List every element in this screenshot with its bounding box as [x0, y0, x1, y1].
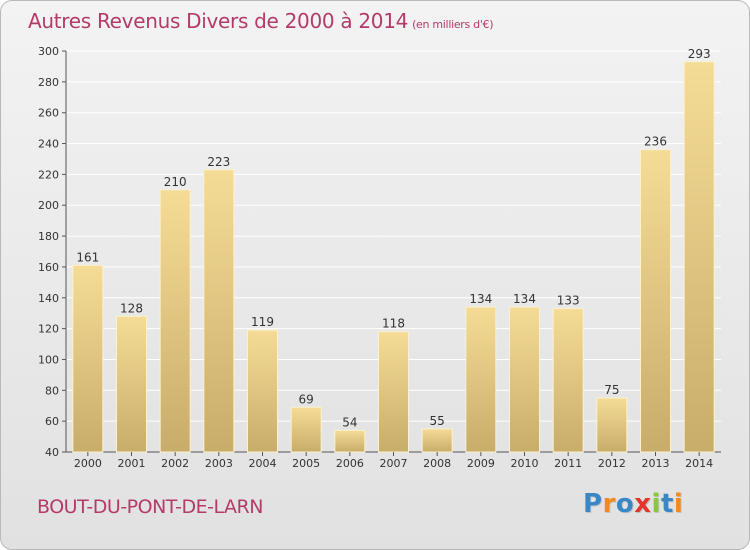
y-tick-label: 100 — [38, 353, 59, 366]
x-tick-label: 2006 — [336, 457, 364, 470]
y-tick-label: 120 — [38, 323, 59, 336]
bar-value-label: 128 — [120, 301, 143, 315]
bar — [116, 315, 147, 453]
x-tick-label: 2001 — [118, 457, 146, 470]
x-tick-label: 2014 — [685, 457, 713, 470]
y-tick-label: 280 — [38, 76, 59, 89]
bar — [334, 429, 366, 453]
logo-letter: P — [583, 489, 603, 519]
bar-value-label: 210 — [164, 175, 187, 189]
y-tick-label: 300 — [38, 45, 59, 58]
bar-value-label: 236 — [644, 135, 667, 149]
chart-title: Autres Revenus Divers de 2000 à 2014 (en … — [28, 9, 494, 33]
y-tick-label: 180 — [38, 230, 59, 243]
y-tick-label: 40 — [45, 446, 59, 459]
chart-unit: (en milliers d'€) — [412, 18, 494, 31]
x-tick-label: 2007 — [380, 457, 408, 470]
bar — [465, 306, 497, 453]
y-tick-label: 140 — [38, 292, 59, 305]
proxiti-logo: Proxiti — [583, 489, 683, 519]
y-tick-label: 260 — [38, 107, 59, 120]
bar-value-label: 119 — [251, 315, 274, 329]
bar — [247, 329, 278, 453]
bar-value-label: 134 — [513, 292, 536, 306]
bar-value-label: 54 — [342, 415, 357, 429]
logo-letter: r — [602, 489, 616, 519]
logo-letter: i — [673, 489, 684, 519]
bar-value-label: 75 — [604, 383, 619, 397]
x-tick-label: 2004 — [249, 457, 277, 470]
x-tick-label: 2000 — [74, 457, 102, 470]
bar — [203, 169, 235, 453]
bar — [683, 61, 715, 453]
y-tick-label: 160 — [38, 261, 59, 274]
bar — [72, 264, 104, 453]
logo-letter: x — [634, 489, 652, 519]
logo-letter: i — [651, 489, 661, 519]
bar-value-label: 118 — [382, 317, 405, 331]
bar — [378, 331, 409, 453]
bar-value-label: 133 — [557, 294, 580, 308]
x-tick-label: 2009 — [467, 457, 495, 470]
y-tick-label: 240 — [38, 138, 59, 151]
bar — [552, 308, 584, 453]
y-tick-label: 60 — [45, 415, 59, 428]
y-tick-label: 200 — [38, 199, 59, 212]
bar-value-label: 293 — [688, 47, 711, 61]
commune-name: BOUT-DU-PONT-DE-LARN — [37, 496, 263, 518]
bar-value-label: 134 — [469, 292, 492, 306]
y-tick-label: 80 — [45, 384, 59, 397]
chart-title-text: Autres Revenus Divers de 2000 à 2014 — [28, 9, 409, 33]
x-tick-label: 2005 — [292, 457, 320, 470]
x-tick-label: 2002 — [161, 457, 189, 470]
x-tick-label: 2012 — [598, 457, 626, 470]
bar — [290, 406, 322, 453]
bar — [596, 397, 628, 453]
bar — [640, 149, 671, 453]
bar-value-label: 223 — [207, 155, 230, 169]
x-tick-label: 2010 — [511, 457, 539, 470]
logo-letter: o — [615, 489, 635, 519]
x-tick-label: 2013 — [642, 457, 670, 470]
bar-value-label: 69 — [299, 392, 314, 406]
x-tick-label: 2003 — [205, 457, 233, 470]
bar — [421, 428, 453, 453]
x-tick-label: 2008 — [423, 457, 451, 470]
y-tick-label: 220 — [38, 168, 59, 181]
bar — [509, 306, 540, 453]
x-tick-label: 2011 — [554, 457, 582, 470]
bar-value-label: 161 — [76, 250, 99, 264]
logo-letter: t — [660, 489, 674, 519]
bar-value-label: 55 — [430, 414, 445, 428]
bar — [159, 189, 191, 453]
